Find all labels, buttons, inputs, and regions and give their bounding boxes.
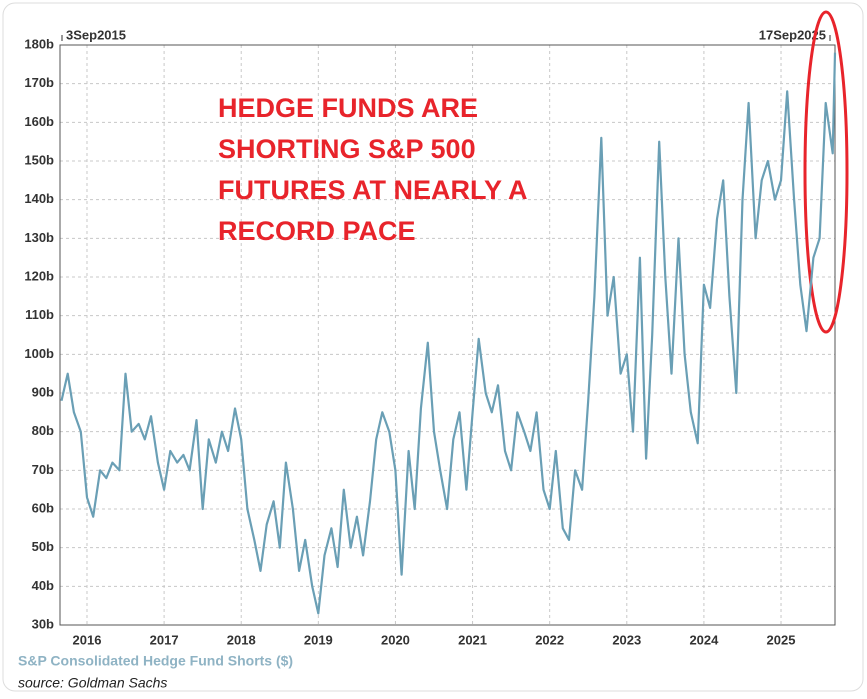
x-tick-label: 2024 (689, 632, 719, 647)
y-tick-label: 70b (32, 462, 54, 477)
x-tick-label: 2023 (612, 632, 641, 647)
y-tick-label: 150b (24, 152, 54, 167)
y-tick-label: 60b (32, 500, 54, 515)
x-tick-label: 2021 (458, 632, 487, 647)
y-tick-label: 140b (24, 191, 54, 206)
annotation: RECORD PACE (218, 216, 416, 246)
y-tick-label: 180b (24, 36, 54, 51)
end-label: 17Sep2025 (759, 27, 826, 42)
series-label: S&P Consolidated Hedge Fund Shorts ($) (18, 653, 293, 669)
x-tick-label: 2022 (535, 632, 564, 647)
y-tick-label: 40b (32, 578, 54, 593)
y-tick-label: 80b (32, 423, 54, 438)
x-tick-label: 2017 (150, 632, 179, 647)
y-tick-label: 110b (25, 307, 54, 322)
source: source: Goldman Sachs (18, 675, 167, 691)
y-tick-label: 90b (32, 384, 54, 399)
x-tick-label: 2025 (767, 632, 796, 647)
annotation: SHORTING S&P 500 (218, 134, 476, 164)
x-tick-label: 2019 (304, 632, 333, 647)
y-tick-label: 160b (24, 114, 54, 129)
plot-frame (59, 44, 836, 626)
annotation: FUTURES AT NEARLY A (218, 175, 528, 205)
x-tick-label: 2020 (381, 632, 410, 647)
y-tick-label: 170b (24, 75, 54, 90)
y-tick-label: 50b (32, 539, 54, 554)
y-tick-label: 130b (24, 230, 54, 245)
x-tick-label: 2018 (227, 632, 256, 647)
y-tick-label: 30b (32, 616, 54, 631)
y-tick-label: 120b (24, 268, 54, 283)
annotation: HEDGE FUNDS ARE (218, 93, 478, 123)
series-line (60, 52, 837, 615)
x-tick-label: 2016 (73, 632, 102, 647)
y-tick-label: 100b (24, 346, 54, 361)
highlight-ellipse (803, 10, 849, 334)
start-label: 3Sep2015 (66, 27, 126, 42)
